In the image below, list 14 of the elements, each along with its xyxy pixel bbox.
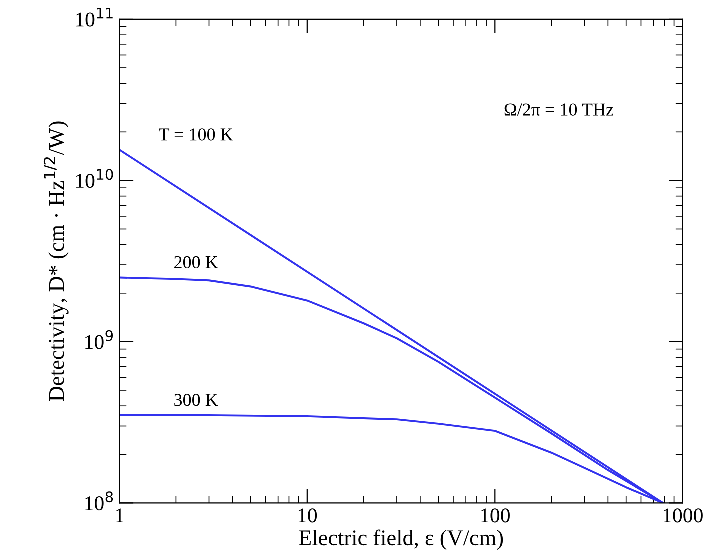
y-tick-label: 10$^{10}$ bbox=[76, 169, 114, 188]
series-label: 300 K bbox=[174, 394, 218, 406]
y-tick-label: 10$^{9}$ bbox=[86, 330, 114, 350]
y-tick-label: 10$^{8}$ bbox=[86, 492, 114, 511]
series-label: T = 100 K bbox=[159, 128, 234, 141]
series-label: 200 K bbox=[174, 256, 218, 269]
y-tick-label: 10$^{11}$ bbox=[76, 8, 113, 27]
x-axis-title: Electric field, ε (V/cm) bbox=[299, 530, 504, 550]
x-tick-label: 100 bbox=[481, 508, 510, 523]
y-axis-title: Detectivity, D* (cm · Hz$^{1/2}$/W) bbox=[44, 122, 69, 402]
x-tick-label: 1 bbox=[116, 508, 124, 522]
annotation: Ω/2π = 10 THz bbox=[504, 104, 614, 116]
x-tick-label: 10 bbox=[298, 508, 318, 523]
x-tick-label: 1000 bbox=[664, 508, 703, 523]
